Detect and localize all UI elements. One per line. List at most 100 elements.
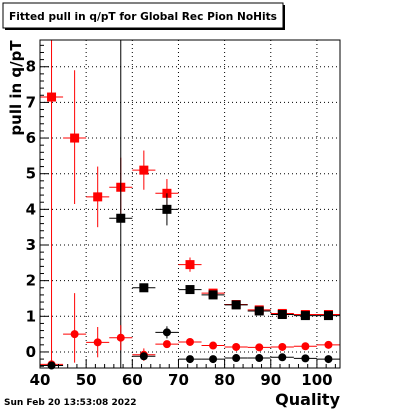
- data-point: [293, 354, 317, 363]
- circle-marker: [301, 354, 310, 363]
- x-tick-label: 80: [214, 371, 235, 389]
- circle-marker: [186, 337, 194, 346]
- grid-layer: [40, 40, 340, 368]
- data-layer: [40, 40, 340, 370]
- data-point: [201, 355, 225, 364]
- data-point: [63, 70, 87, 204]
- circle-marker: [70, 330, 79, 339]
- data-point: [178, 355, 202, 364]
- data-point: [132, 283, 156, 293]
- square-marker: [139, 165, 149, 175]
- data-point: [86, 166, 110, 228]
- data-point: [178, 285, 202, 295]
- data-point: [247, 343, 271, 352]
- circle-marker: [209, 341, 218, 350]
- data-point: [270, 310, 294, 320]
- title-box-shadow-bottom: [5, 28, 285, 30]
- data-point: [224, 300, 248, 310]
- chart-title: Fitted pull in q/pT for Global Rec Pion …: [9, 10, 277, 23]
- square-marker: [208, 290, 218, 300]
- circle-marker: [278, 342, 287, 351]
- y-tick-label: 6: [26, 129, 36, 147]
- circle-marker: [209, 355, 218, 364]
- data-point: [293, 342, 317, 351]
- circle-marker: [162, 340, 171, 349]
- y-tick-label: 1: [26, 307, 36, 325]
- data-point: [132, 352, 156, 361]
- circle-marker: [232, 342, 241, 351]
- y-tick-label: 4: [26, 200, 36, 218]
- data-point: [40, 40, 64, 368]
- circle-marker: [324, 340, 333, 349]
- square-marker: [323, 311, 333, 321]
- data-point: [316, 311, 340, 321]
- square-marker: [162, 204, 172, 214]
- y-tick-label: 3: [26, 236, 36, 254]
- x-tick-label: 100: [301, 371, 332, 389]
- x-axis-label: Quality: [275, 390, 340, 409]
- square-marker: [185, 285, 195, 295]
- data-point: [270, 342, 294, 351]
- circle-marker: [301, 342, 310, 351]
- circle-marker: [116, 333, 125, 342]
- title-box-shadow-right: [283, 5, 285, 30]
- y-tick-label: 8: [26, 58, 36, 76]
- data-point: [247, 306, 271, 316]
- circle-marker: [93, 338, 102, 347]
- circle-marker: [139, 352, 148, 361]
- data-point: [132, 150, 156, 190]
- data-point: [270, 353, 294, 362]
- square-marker: [277, 310, 287, 320]
- square-marker: [116, 213, 126, 223]
- data-point: [224, 342, 248, 351]
- x-tick-label: 70: [168, 371, 189, 389]
- data-point: [109, 325, 133, 351]
- y-tick-label: 7: [26, 93, 36, 111]
- circle-marker: [255, 343, 264, 352]
- data-point: [109, 40, 133, 368]
- square-marker: [300, 311, 310, 321]
- x-tick-label: 40: [30, 371, 51, 389]
- square-marker: [231, 300, 241, 310]
- circle-marker: [232, 354, 241, 363]
- data-point: [155, 193, 179, 226]
- circle-marker: [186, 355, 194, 364]
- y-tick-label: 5: [26, 165, 36, 183]
- timestamp-label: Sun Feb 20 13:53:08 2022: [4, 398, 137, 408]
- axis-layer: 40 50 60 70 80 90 100 0 1 2 3 4 5 6 7 8: [26, 44, 336, 389]
- y-tick-label: 0: [26, 343, 36, 361]
- circle-marker: [162, 328, 171, 337]
- data-point: [86, 327, 110, 358]
- plot-frame: [39, 39, 341, 369]
- data-point: [316, 355, 340, 364]
- square-marker: [254, 306, 264, 316]
- square-marker: [47, 92, 57, 102]
- x-tick-label: 90: [260, 371, 281, 389]
- data-point: [201, 341, 225, 350]
- data-point: [201, 290, 225, 300]
- x-tick-label: 50: [76, 371, 97, 389]
- circle-marker: [324, 355, 333, 364]
- data-point: [63, 293, 87, 363]
- circle-marker: [255, 354, 264, 363]
- data-point: [178, 337, 202, 346]
- y-tick-label: 2: [26, 272, 36, 290]
- x-tick-label: 60: [122, 371, 143, 389]
- data-point: [155, 340, 179, 349]
- data-point: [247, 354, 271, 363]
- data-point: [316, 340, 340, 349]
- data-point: [293, 311, 317, 321]
- data-point: [224, 354, 248, 363]
- square-marker: [185, 260, 195, 270]
- square-marker: [70, 133, 80, 143]
- square-marker: [139, 283, 149, 293]
- data-point: [178, 257, 202, 272]
- square-marker: [93, 192, 103, 202]
- title-box: Fitted pull in q/pT for Global Rec Pion …: [2, 2, 285, 30]
- data-point: [155, 326, 179, 339]
- circle-marker: [278, 353, 287, 362]
- y-axis-label: pull in q/pT: [7, 40, 25, 136]
